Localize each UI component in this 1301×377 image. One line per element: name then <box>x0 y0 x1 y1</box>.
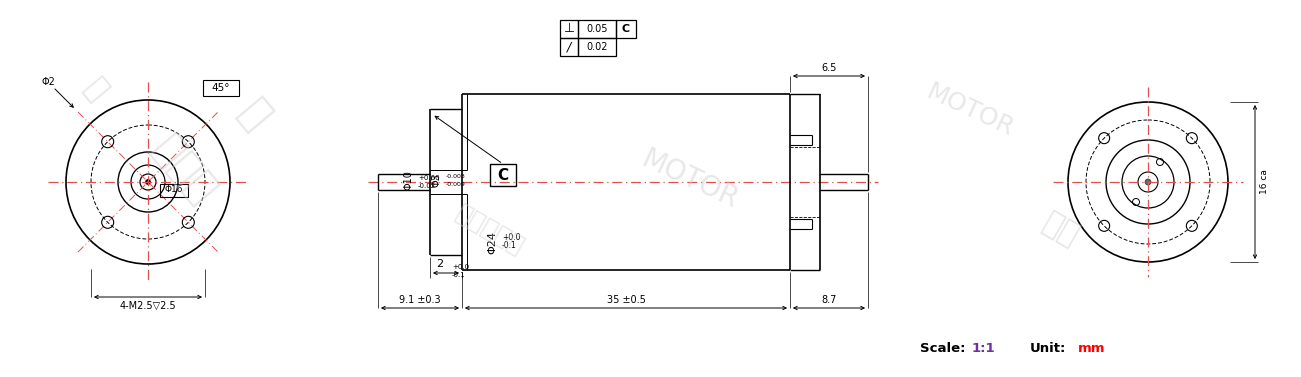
Text: 电: 电 <box>230 92 280 138</box>
Text: Φ16: Φ16 <box>165 185 183 195</box>
Text: 45°: 45° <box>212 83 230 93</box>
Bar <box>490 164 516 186</box>
Text: MOTOR: MOTOR <box>922 79 1017 141</box>
Circle shape <box>1145 179 1151 185</box>
Text: 2: 2 <box>436 259 444 269</box>
Text: 6.5: 6.5 <box>821 63 837 73</box>
Text: +0.0: +0.0 <box>451 264 470 270</box>
Bar <box>559 20 578 38</box>
Text: Φ10: Φ10 <box>403 170 412 190</box>
Text: 0.02: 0.02 <box>587 42 608 52</box>
Text: -0.003: -0.003 <box>446 175 466 179</box>
Text: 万: 万 <box>78 74 112 106</box>
Bar <box>578 20 615 38</box>
Text: +0.00: +0.00 <box>418 175 440 181</box>
Bar <box>615 20 636 38</box>
Text: -0.009: -0.009 <box>446 182 466 187</box>
Text: 0.05: 0.05 <box>587 24 608 34</box>
Text: Φ24: Φ24 <box>487 230 497 253</box>
Text: C: C <box>622 24 630 34</box>
Text: 35 ±0.5: 35 ±0.5 <box>606 295 645 305</box>
Text: MOTOR: MOTOR <box>637 146 743 215</box>
Text: 16 ca: 16 ca <box>1259 170 1268 195</box>
Text: -0.1: -0.1 <box>451 272 466 278</box>
Text: 4-M2.5▽2.5: 4-M2.5▽2.5 <box>120 301 177 311</box>
Text: Φ2: Φ2 <box>42 77 55 87</box>
Text: Scale:: Scale: <box>920 342 965 354</box>
Bar <box>578 38 615 56</box>
Bar <box>203 80 239 96</box>
Text: +0.0: +0.0 <box>502 233 520 242</box>
Bar <box>160 184 189 197</box>
Text: 9.1 ±0.3: 9.1 ±0.3 <box>399 295 441 305</box>
Text: /: / <box>567 40 571 54</box>
Text: mm: mm <box>1079 342 1106 354</box>
Circle shape <box>146 179 151 184</box>
Text: 电机: 电机 <box>1037 208 1082 252</box>
Text: ⊥: ⊥ <box>563 23 575 35</box>
Text: 万至达: 万至达 <box>144 128 225 212</box>
Text: -0.1: -0.1 <box>502 241 516 250</box>
Bar <box>559 38 578 56</box>
Text: 万至达电机: 万至达电机 <box>451 201 528 259</box>
Text: 1:1: 1:1 <box>972 342 995 354</box>
Text: 8.7: 8.7 <box>821 295 837 305</box>
Text: Unit:: Unit: <box>1030 342 1067 354</box>
Text: C: C <box>497 167 509 182</box>
Text: Φ3: Φ3 <box>431 173 441 187</box>
Text: -0.02: -0.02 <box>418 183 436 189</box>
